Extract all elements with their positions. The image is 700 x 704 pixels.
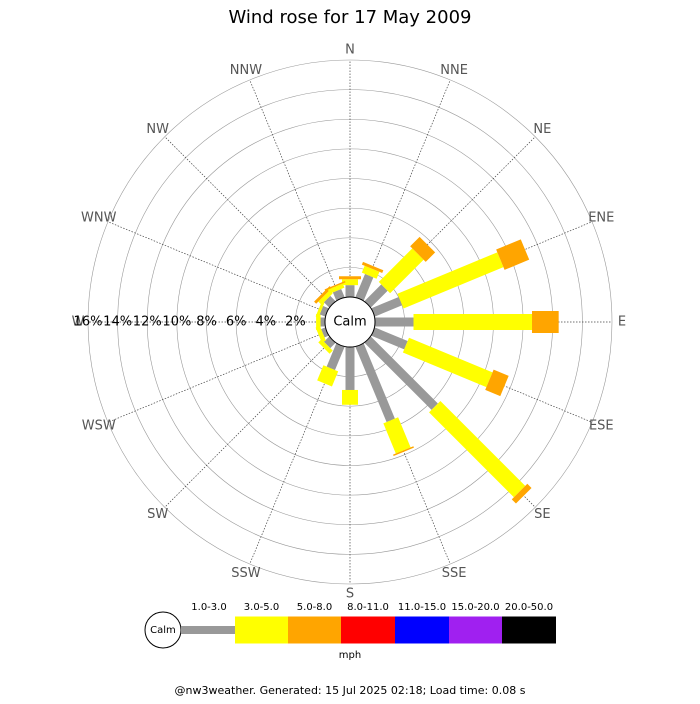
spoke: [359, 79, 451, 300]
r-tick-label: 4%: [255, 315, 276, 330]
wind-bar: [361, 261, 384, 274]
grid-ring: [87, 59, 613, 585]
legend-label: 3.0-5.0: [244, 602, 279, 613]
wind-bar: [364, 284, 388, 308]
wind-bar: [429, 401, 526, 498]
wind-bar: [532, 311, 559, 333]
wind-bar: [355, 273, 374, 301]
chart-title: Wind rose for 17 May 2009: [229, 7, 472, 28]
direction-label: NNW: [230, 63, 262, 78]
wind-bar: [345, 285, 355, 297]
wind-bar: [361, 265, 380, 279]
legend-swatch: [235, 616, 288, 644]
direction-label: W: [72, 315, 85, 330]
direction-label: E: [618, 315, 626, 330]
wind-bar: [397, 252, 504, 309]
legend-swatch: [502, 616, 556, 644]
legend-label: 8.0-11.0: [347, 602, 389, 613]
wind-bar: [327, 283, 345, 294]
direction-label: N: [345, 43, 355, 58]
wind-bar: [355, 343, 395, 423]
legend-swatch: [395, 616, 449, 644]
spoke: [107, 331, 328, 423]
direction-label: NNE: [440, 63, 468, 78]
wind-bar: [375, 317, 414, 327]
footer: @nw3weather. Generated: 15 Jul 2025 02:1…: [175, 684, 526, 697]
wind-bar: [315, 301, 325, 318]
legend-label: 15.0-20.0: [451, 602, 499, 613]
wind-bar: [317, 365, 339, 387]
legend-swatch: [181, 626, 235, 634]
wind-bar: [383, 417, 411, 454]
direction-label: SW: [147, 507, 168, 522]
wind-bar: [342, 279, 358, 286]
wind-bar: [320, 317, 325, 327]
wind-bar: [323, 295, 336, 308]
wind-bar: [511, 483, 532, 504]
spoke: [249, 79, 341, 300]
direction-label: S: [346, 587, 354, 602]
wind-bar: [318, 290, 333, 305]
wind-bar: [342, 389, 358, 405]
legend-label: 20.0-50.0: [505, 602, 553, 613]
r-tick-label: 10%: [162, 315, 191, 330]
direction-label: SE: [534, 507, 550, 522]
wind-bar: [371, 327, 408, 350]
legend-swatch: [288, 616, 341, 644]
wind-bar: [326, 343, 345, 371]
spoke: [164, 339, 333, 508]
r-tick-label: 6%: [226, 315, 247, 330]
wind-bar: [496, 239, 530, 270]
wind-bar: [371, 296, 403, 317]
wind-bar: [318, 339, 333, 354]
spoke: [164, 136, 333, 305]
legend-label: 5.0-8.0: [297, 602, 332, 613]
r-tick-label: 2%: [285, 315, 306, 330]
direction-label: NW: [146, 122, 169, 137]
wind-bar: [316, 314, 321, 330]
wind-bar: [339, 276, 361, 280]
wind-bar: [402, 337, 493, 388]
spoke: [107, 221, 328, 313]
direction-label: NE: [533, 122, 551, 137]
wind-bar: [314, 286, 332, 304]
direction-label: SSE: [442, 566, 467, 581]
wind-bar: [410, 236, 436, 262]
legend-label: 11.0-15.0: [398, 602, 446, 613]
wind-bar: [413, 314, 533, 330]
legend-swatch: [449, 616, 502, 644]
wind-bar: [319, 306, 329, 317]
legend-swatch: [341, 616, 395, 644]
calm-circle: [324, 296, 376, 348]
wind-bar: [378, 248, 424, 294]
direction-label: ESE: [589, 419, 614, 434]
wind-bar: [364, 336, 438, 410]
calm-label: Calm: [333, 315, 366, 330]
direction-label: ENE: [588, 210, 614, 225]
r-tick-label: 12%: [133, 315, 162, 330]
r-tick-label: 16%: [74, 315, 103, 330]
wind-bar: [332, 288, 345, 301]
wind-bar: [345, 347, 355, 390]
wind-bar: [393, 446, 414, 457]
unit-label: mph: [339, 650, 361, 661]
wind-bar: [499, 373, 510, 398]
r-tick-label: 8%: [196, 315, 217, 330]
direction-label: SSW: [231, 566, 261, 581]
legend-label: 1.0-3.0: [191, 602, 226, 613]
r-tick-label: 14%: [103, 315, 132, 330]
wind-bar: [324, 281, 346, 291]
legend-calm-label: Calm: [150, 625, 176, 636]
direction-label: WNW: [81, 210, 117, 225]
direction-label: WSW: [82, 419, 116, 434]
wind-bar: [321, 327, 329, 338]
wind-bar: [485, 369, 509, 397]
wind-bar: [323, 336, 336, 349]
